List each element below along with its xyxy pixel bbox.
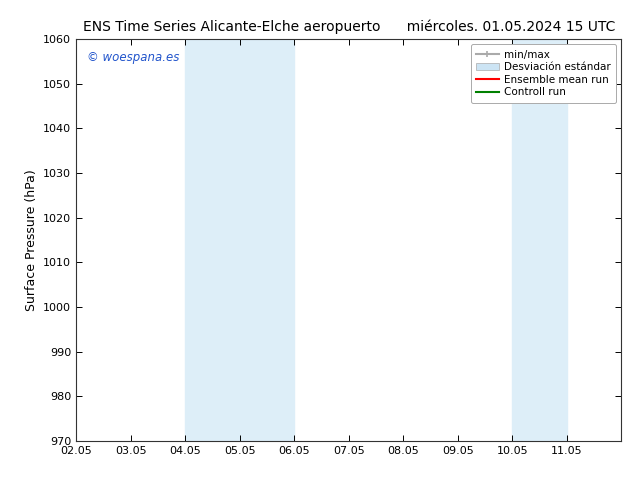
Bar: [512, 39, 567, 441]
Title: ENS Time Series Alicante-Elche aeropuerto      miércoles. 01.05.2024 15 UTC: ENS Time Series Alicante-Elche aeropuert…: [82, 20, 615, 34]
Legend: min/max, Desviación estándar, Ensemble mean run, Controll run: min/max, Desviación estándar, Ensemble m…: [471, 45, 616, 102]
Text: © woespana.es: © woespana.es: [87, 51, 179, 64]
Y-axis label: Surface Pressure (hPa): Surface Pressure (hPa): [25, 169, 37, 311]
Bar: [185, 39, 240, 441]
Bar: [240, 39, 294, 441]
